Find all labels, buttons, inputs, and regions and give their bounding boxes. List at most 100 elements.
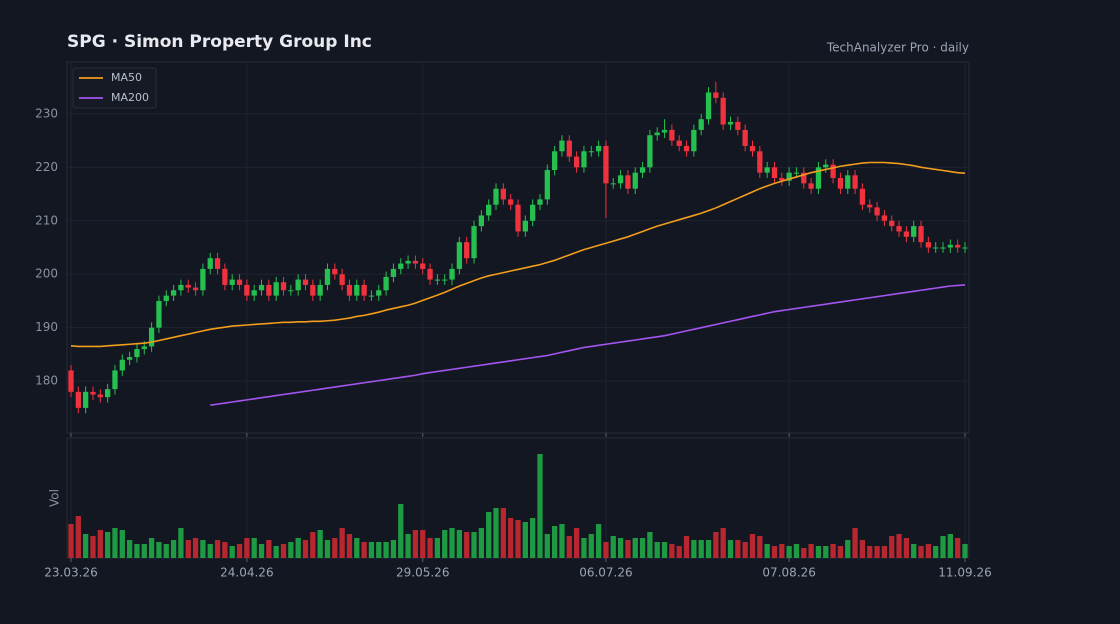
volume-bar — [530, 518, 536, 558]
volume-bar — [757, 536, 763, 558]
volume-bar — [368, 542, 375, 558]
volume-bar — [830, 544, 836, 558]
volume-bar — [720, 528, 726, 558]
x-tick-label: 11.09.26 — [938, 566, 991, 580]
candle-body — [185, 284, 191, 288]
candle-body — [83, 391, 89, 408]
candle-body — [156, 300, 162, 328]
volume-bar — [310, 532, 316, 558]
volume-bar — [75, 516, 81, 558]
candle-body — [412, 260, 419, 264]
candle-body — [178, 284, 184, 291]
volume-bar — [273, 546, 279, 558]
volume-bar — [903, 538, 910, 558]
candle-body — [515, 204, 521, 232]
candle-body — [779, 178, 785, 181]
volume-bar — [654, 542, 660, 558]
candle-body — [647, 135, 653, 168]
candle-body — [486, 204, 492, 216]
candle-body — [361, 284, 367, 296]
candle-body — [749, 145, 756, 152]
candle-body — [852, 175, 858, 189]
volume-bar — [141, 544, 147, 558]
volume-bar — [207, 544, 213, 558]
candle-body — [105, 389, 111, 398]
y-tick-label: 180 — [35, 374, 58, 388]
volume-bar — [295, 538, 301, 558]
candle-body — [639, 167, 646, 173]
candle-body — [566, 140, 572, 157]
candle-body — [918, 226, 924, 243]
y-tick-label: 200 — [35, 267, 58, 281]
candle-body — [229, 279, 235, 285]
candle-body — [786, 172, 792, 181]
volume-bar — [918, 546, 924, 558]
volume-bar — [178, 528, 184, 558]
candle-body — [163, 295, 169, 301]
candle-body — [390, 268, 397, 277]
volume-bar — [771, 546, 778, 558]
volume-bar — [595, 524, 602, 558]
candle-body — [273, 282, 279, 296]
volume-bar — [185, 540, 191, 558]
volume-bar — [947, 534, 953, 558]
volume-bar — [933, 546, 939, 558]
volume-bar — [288, 542, 294, 558]
volume-bar — [852, 528, 858, 558]
candle-body — [801, 172, 807, 184]
volume-bar — [405, 534, 411, 558]
legend-label: MA50 — [111, 71, 142, 84]
candle-body — [464, 242, 470, 259]
candle-body — [434, 279, 441, 281]
volume-bar — [749, 534, 756, 558]
volume-bar — [200, 540, 206, 558]
candle-body — [251, 290, 257, 296]
candle-body — [478, 215, 484, 227]
volume-bar — [874, 546, 880, 558]
volume-bar — [896, 534, 902, 558]
volume-bar — [925, 544, 931, 558]
volume-bar — [83, 534, 89, 558]
volume-bar — [434, 538, 441, 558]
volume-bar — [97, 530, 103, 558]
candle-body — [823, 164, 829, 168]
volume-bar — [119, 530, 125, 558]
candle-body — [295, 279, 301, 291]
volume-bar — [244, 538, 250, 558]
candle-body — [933, 247, 939, 249]
candle-body — [588, 151, 594, 153]
candle-body — [962, 247, 968, 249]
candle-body — [420, 263, 426, 269]
candle-body — [859, 188, 866, 205]
candle-body — [222, 268, 228, 285]
candle-body — [97, 394, 103, 398]
candle-body — [324, 268, 331, 285]
candle-body — [148, 327, 155, 347]
candle-body — [603, 145, 609, 184]
volume-bar — [573, 528, 580, 558]
volume-bar — [889, 536, 895, 558]
volume-bar — [552, 526, 558, 558]
volume-bar — [361, 542, 367, 558]
ma-line — [210, 284, 966, 406]
candle-body — [537, 199, 543, 205]
candle-body — [141, 346, 147, 350]
volume-bar — [339, 528, 345, 558]
candle-body — [815, 167, 822, 189]
x-tick-label: 23.03.26 — [44, 566, 97, 580]
volume-axis-label: Vol — [48, 489, 62, 507]
legend-label: MA200 — [111, 91, 149, 104]
candle-body — [867, 204, 873, 208]
volume-bar — [632, 538, 638, 558]
legend: MA50 MA200 — [72, 67, 157, 109]
volume-bar — [647, 532, 653, 558]
volume-bar — [815, 546, 822, 558]
candle-body — [134, 349, 140, 358]
candle-body — [713, 92, 719, 98]
volume-bar — [625, 540, 631, 558]
candle-body — [830, 164, 836, 179]
candle-body — [354, 284, 360, 296]
candle-body — [302, 279, 309, 285]
candle-body — [573, 156, 580, 168]
volume-bar — [566, 536, 572, 558]
